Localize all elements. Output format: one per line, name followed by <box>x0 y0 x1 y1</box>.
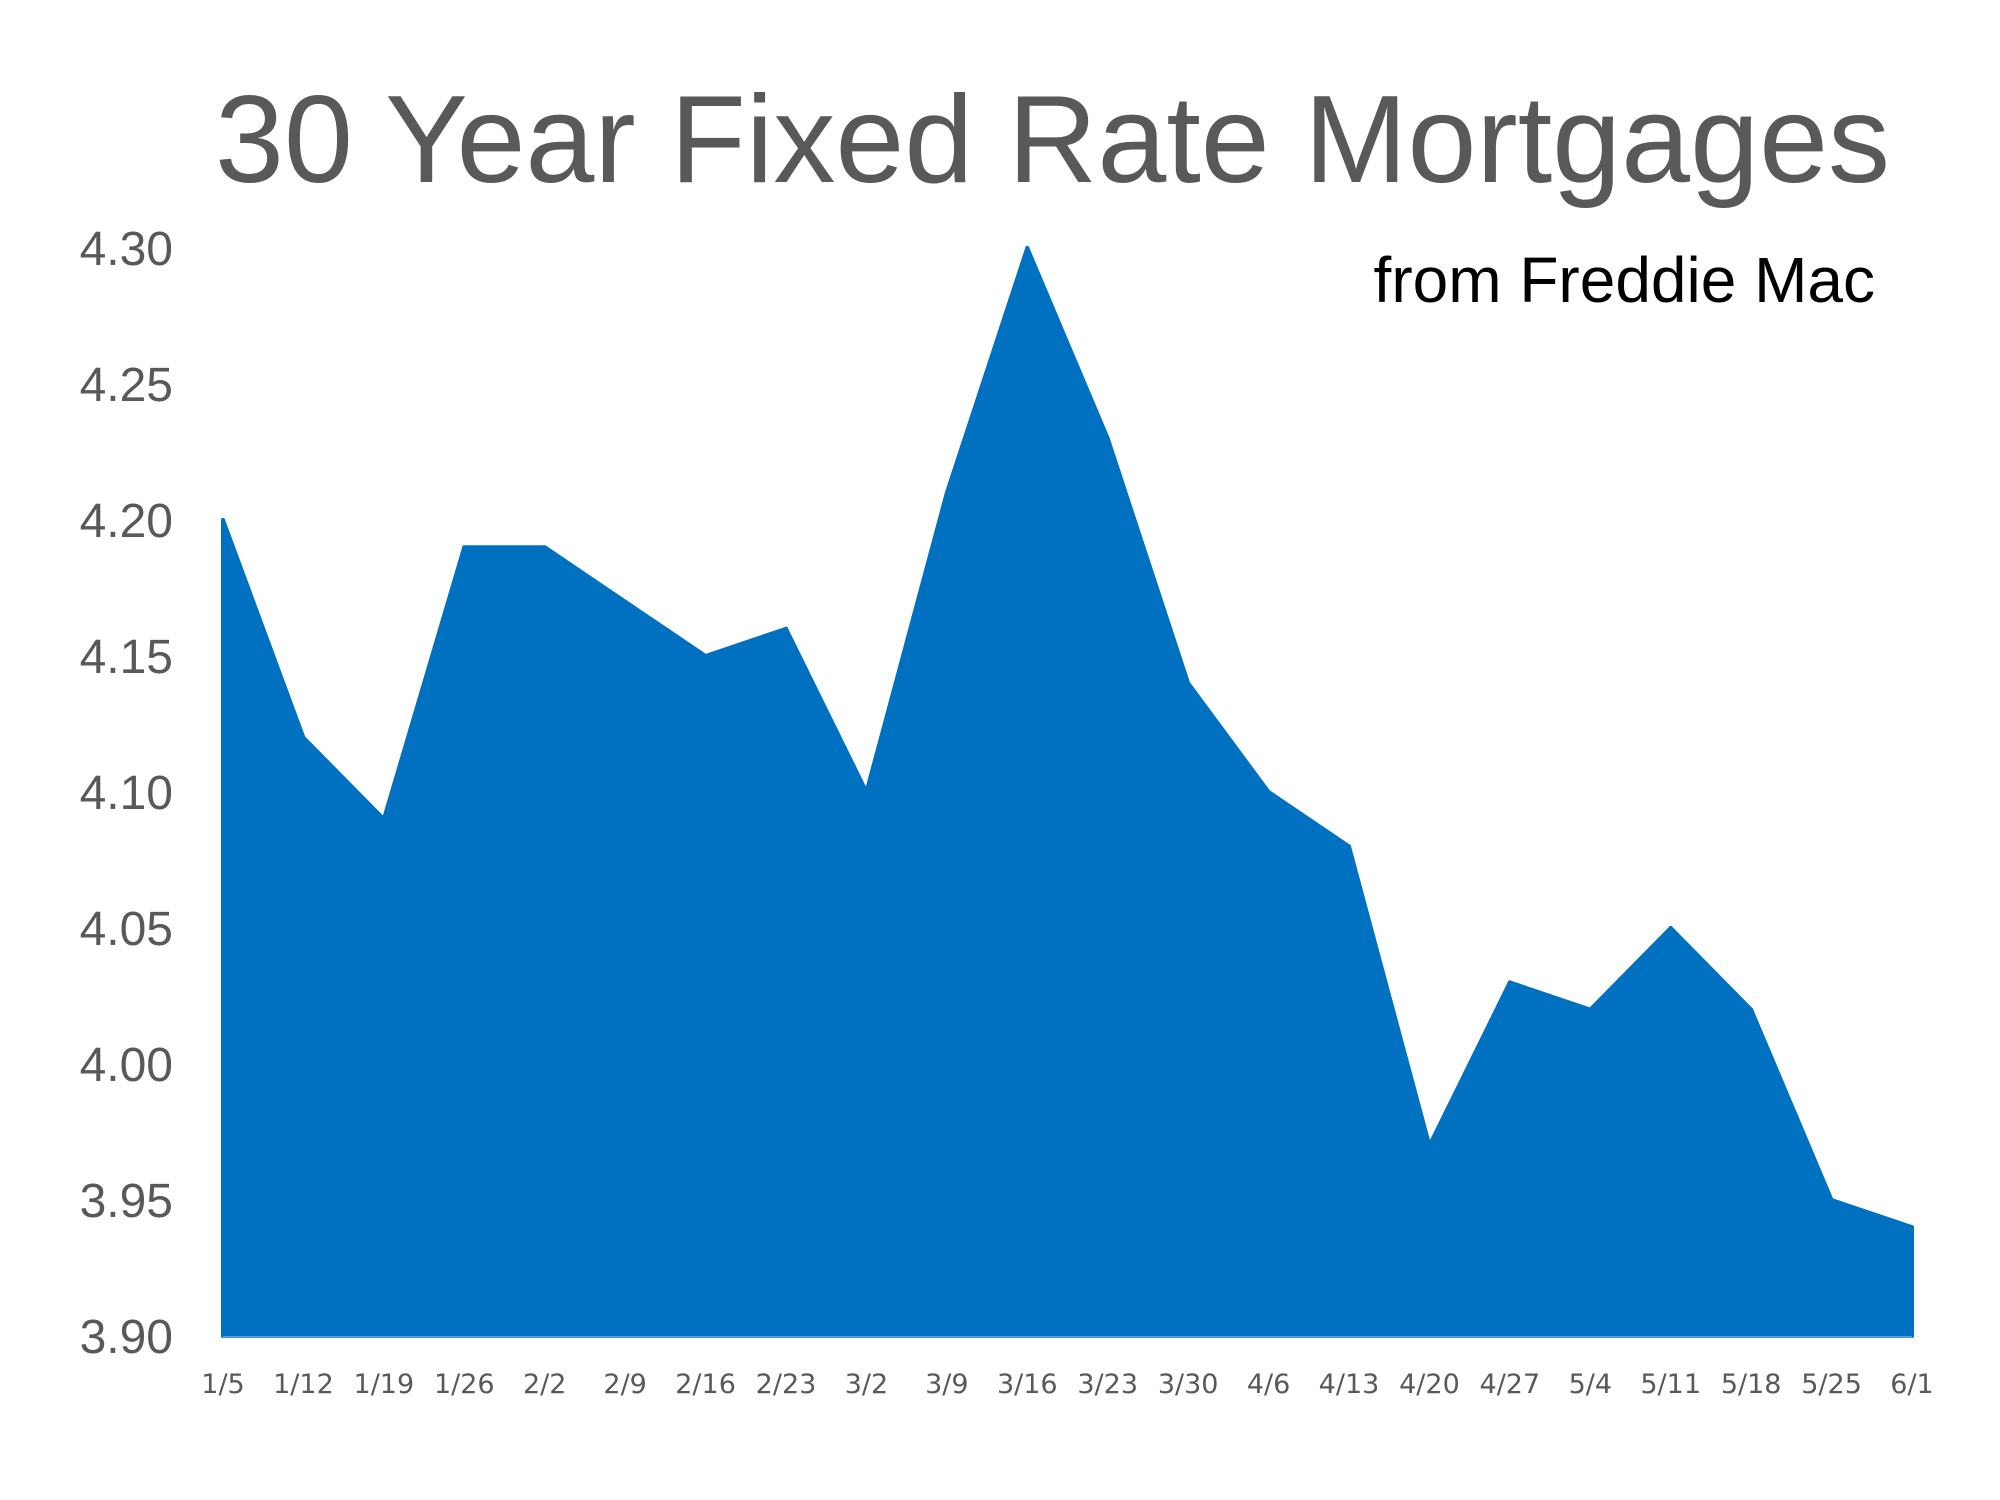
data-point-2-23 <box>784 626 788 631</box>
x-tick-label: 3/30 <box>1158 1369 1219 1400</box>
x-tick-label: 4/27 <box>1480 1369 1541 1400</box>
y-tick-label: 4.05 <box>80 903 173 956</box>
x-tick-label: 2/2 <box>523 1369 566 1400</box>
data-point-1-26 <box>462 545 467 550</box>
y-tick-label: 4.20 <box>80 495 173 548</box>
y-tick-label: 4.10 <box>80 767 173 820</box>
chart-subtitle: from Freddie Mac <box>1373 244 1875 316</box>
y-tick-label: 3.90 <box>80 1311 173 1364</box>
x-tick-label: 6/1 <box>1890 1369 1933 1400</box>
data-point-2-2 <box>542 545 547 550</box>
x-tick-label: 1/26 <box>434 1369 495 1400</box>
y-tick-label: 4.15 <box>80 631 173 684</box>
data-point-5-11 <box>1668 926 1673 930</box>
data-point-3-23 <box>1105 436 1110 441</box>
x-tick-label: 1/12 <box>273 1369 334 1400</box>
data-point-3-2 <box>864 790 869 794</box>
x-tick-label: 5/18 <box>1721 1369 1782 1400</box>
data-point-3-30 <box>1186 681 1191 686</box>
x-tick-label: 2/23 <box>756 1369 817 1400</box>
data-point-4-13 <box>1347 844 1351 849</box>
chart-title: 30 Year Fixed Rate Mortgages <box>215 71 1891 209</box>
data-point-4-20 <box>1427 1143 1432 1148</box>
y-tick-label: 3.95 <box>80 1175 173 1228</box>
x-tick-label: 1/19 <box>354 1369 415 1400</box>
data-point-1-19 <box>381 817 386 822</box>
data-point-3-9 <box>944 490 949 495</box>
data-point-2-16 <box>703 654 708 658</box>
x-tick-label: 3/2 <box>845 1369 888 1400</box>
y-tick-label: 4.30 <box>80 223 173 276</box>
x-tick-label: 4/20 <box>1399 1369 1460 1400</box>
x-tick-label: 5/11 <box>1640 1369 1701 1400</box>
data-point-2-9 <box>623 599 628 604</box>
data-point-3-16 <box>1025 246 1030 250</box>
x-tick-label: 3/23 <box>1077 1369 1138 1400</box>
data-point-5-4 <box>1588 1007 1593 1012</box>
x-tick-label: 5/25 <box>1801 1369 1862 1400</box>
data-point-5-18 <box>1749 1007 1754 1012</box>
x-tick-label: 2/16 <box>675 1369 736 1400</box>
x-tick-label: 5/4 <box>1569 1369 1612 1400</box>
x-tick-label: 4/6 <box>1247 1369 1290 1400</box>
x-tick-label: 3/16 <box>997 1369 1058 1400</box>
y-tick-label: 4.25 <box>80 359 173 412</box>
area-series <box>221 246 1914 1338</box>
data-point-6-1 <box>1910 1225 1914 1230</box>
data-point-5-25 <box>1829 1198 1834 1202</box>
x-tick-label: 4/13 <box>1319 1369 1380 1400</box>
data-point-4-27 <box>1507 980 1512 985</box>
y-tick-label: 4.00 <box>80 1039 173 1092</box>
x-tick-label: 3/9 <box>925 1369 968 1400</box>
x-tick-label: 1/5 <box>201 1369 244 1400</box>
x-tick-label: 2/9 <box>603 1369 646 1400</box>
data-point-4-6 <box>1266 790 1271 794</box>
data-point-1-12 <box>301 735 306 740</box>
data-point-1-5 <box>221 518 225 522</box>
